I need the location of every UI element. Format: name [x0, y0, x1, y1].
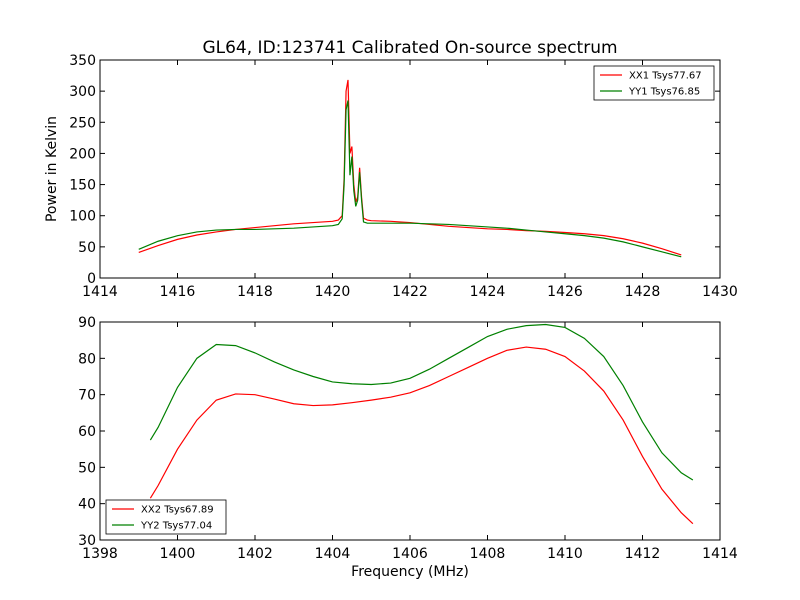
- series-line-2-1: [149, 346, 694, 525]
- legend: XX1 Tsys77.67 YY1 Tsys76.85: [593, 65, 715, 101]
- legend: XX2 Tsys67.89 YY2 Tsys77.04: [105, 499, 227, 535]
- x-tick-label: 1426: [547, 284, 583, 300]
- x-tick-label: 1414: [82, 284, 118, 300]
- x-tick-label: 1422: [392, 284, 428, 300]
- chart-title: GL64, ID:123741 Calibrated On-source spe…: [202, 38, 617, 58]
- x-tick-label: 1420: [315, 284, 351, 300]
- x-tick-label: 1408: [470, 546, 506, 562]
- y-tick-label: 100: [69, 209, 96, 225]
- y-tick-label: 200: [69, 146, 96, 162]
- x-axis-label: Frequency (MHz): [351, 564, 469, 580]
- y-tick-label: 90: [78, 315, 96, 331]
- x-tick-label: 1416: [160, 284, 196, 300]
- x-tick-label: 1414: [702, 546, 738, 562]
- series-line-1-2: [138, 100, 682, 258]
- x-tick-label: 1406: [392, 546, 428, 562]
- y-tick-label: 30: [78, 533, 96, 549]
- x-tick-label: 1398: [82, 546, 118, 562]
- y-tick-label: 350: [69, 53, 96, 69]
- legend-label: YY2 Tsys77.04: [140, 521, 212, 532]
- x-tick-label: 1412: [625, 546, 661, 562]
- y-tick-label: 80: [78, 351, 96, 367]
- y-tick-label: 50: [78, 240, 96, 256]
- y-tick-label: 300: [69, 84, 96, 100]
- legend-label: XX1 Tsys77.67: [629, 71, 702, 82]
- x-tick-label: 1428: [625, 284, 661, 300]
- y-tick-label: 250: [69, 115, 96, 131]
- legend-box: [105, 499, 227, 535]
- y-tick-label: 0: [87, 271, 96, 287]
- series-line-2-2: [149, 323, 694, 481]
- x-tick-label: 1400: [160, 546, 196, 562]
- x-tick-label: 1418: [237, 284, 273, 300]
- y-tick-label: 70: [78, 388, 96, 404]
- chart-panel-1: 1414 1416 1418 1420 1422 1424 1426 1428 1430 0 50 1…: [44, 38, 738, 300]
- x-tick-label: 1404: [315, 546, 351, 562]
- y-tick-label: 40: [78, 497, 96, 513]
- x-tick-label: 1410: [547, 546, 583, 562]
- chart-panel-2: 1398 1400 1402 1404 1406 1408 1410 1412 1414 30 40…: [78, 315, 738, 580]
- y-tick-label: 50: [78, 460, 96, 476]
- y-axis-label: Power in Kelvin: [44, 116, 60, 222]
- legend-label: XX2 Tsys67.89: [141, 505, 214, 516]
- legend-label: YY1 Tsys76.85: [628, 87, 700, 98]
- x-tick-label: 1424: [470, 284, 506, 300]
- y-tick-label: 150: [69, 178, 96, 194]
- y-tick-label: 60: [78, 424, 96, 440]
- x-tick-label: 1402: [237, 546, 273, 562]
- legend-box: [593, 65, 715, 101]
- x-tick-label: 1430: [702, 284, 738, 300]
